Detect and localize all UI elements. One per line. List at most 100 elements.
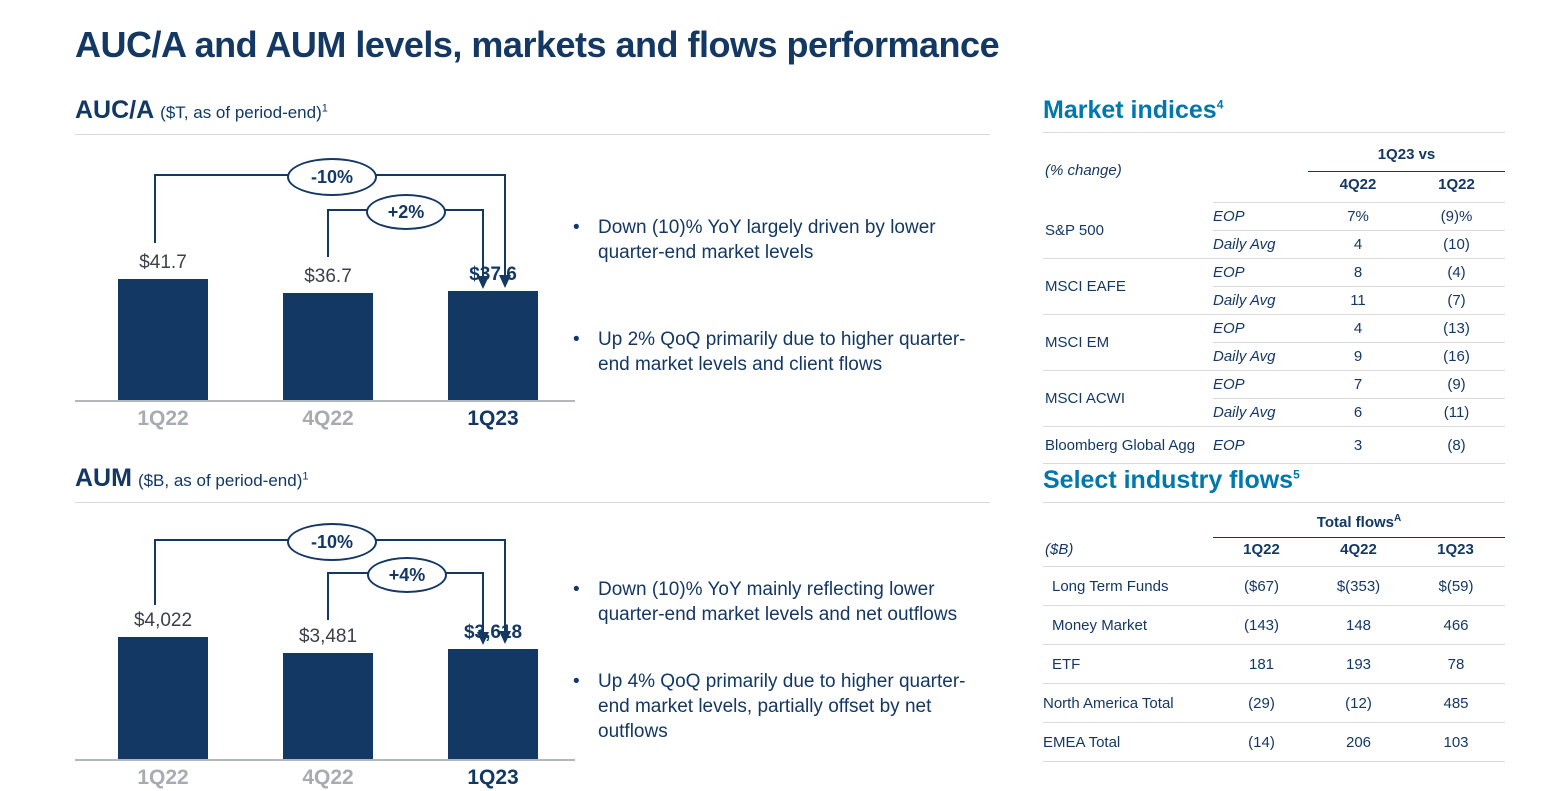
index-label: S&P 500 [1045, 221, 1104, 239]
x-label-1q22: 1Q22 [137, 766, 189, 789]
measure-label: EOP [1213, 376, 1245, 393]
value-1q22: (9)% [1440, 208, 1473, 225]
measure-label: EOP [1213, 436, 1245, 454]
value-1q22: 181 [1248, 655, 1275, 673]
value-4q22: $(353) [1336, 577, 1381, 595]
column-header-1q23: 1Q23 [1437, 541, 1474, 558]
subrow-eop: EOP 4 (13) [1213, 315, 1505, 342]
value-4q22: 7% [1347, 208, 1369, 225]
value-1q22: (16) [1443, 348, 1470, 365]
yoy-change-label: -10% [310, 166, 354, 187]
value-4q22: 11 [1350, 292, 1366, 309]
auca-bullet-1: • Down (10)% YoY largely driven by lower… [573, 215, 985, 265]
flow-category-label: Money Market [1052, 616, 1148, 634]
subrow-eop: EOP 8 (4) [1213, 259, 1505, 286]
index-label: MSCI EAFE [1045, 278, 1126, 295]
value-1q22: (8) [1447, 436, 1466, 454]
bar-4q22 [283, 653, 373, 759]
x-label-4q22: 4Q22 [302, 766, 354, 789]
table-row-long-term-funds: Long Term Funds ($67) $(353) $(59) [1043, 567, 1505, 606]
table-row-etf: ETF 181 193 78 [1043, 645, 1505, 684]
flow-category-label: Long Term Funds [1052, 577, 1169, 595]
table-row-msci-acwi: MSCI ACWI EOP 7 (9) Daily Avg 6 (11) [1043, 371, 1505, 427]
bullet-text: Up 4% QoQ primarily due to higher quarte… [598, 671, 966, 742]
bar-group-1q22: $4,022 [118, 610, 208, 759]
column-group-underline [1308, 171, 1505, 172]
x-label-1q23: 1Q23 [467, 766, 519, 789]
auca-heading-label: AUC/A [75, 96, 155, 124]
aum-section-heading: AUM ($B, as of period-end)1 [75, 464, 308, 493]
value-4q22: 9 [1353, 348, 1363, 365]
aum-bullet-1: • Down (10)% YoY mainly reflecting lower… [573, 577, 985, 627]
bullet-text: Down (10)% YoY largely driven by lower q… [598, 217, 936, 263]
index-label: MSCI EM [1045, 334, 1110, 351]
value-1q22: (29) [1248, 694, 1275, 712]
value-1q22: (10) [1443, 236, 1470, 253]
yoy-change-label: -10% [310, 531, 354, 552]
bar-group-4q22: $36.7 [283, 266, 373, 400]
index-label: MSCI ACWI [1045, 390, 1126, 407]
industry-flows-table-header: Total flowsA ($B) 1Q22 4Q22 1Q23 [1043, 508, 1505, 567]
value-1q23: 103 [1443, 733, 1469, 751]
x-label-1q23: 1Q23 [467, 407, 519, 430]
column-group-underline [1213, 537, 1505, 538]
yoy-change-badge: -10% [287, 523, 377, 561]
section-divider [75, 502, 990, 503]
bar-group-1q22: $41.7 [118, 252, 208, 400]
index-subrows: EOP 7% (9)% Daily Avg 4 (10) [1213, 202, 1505, 258]
index-subrows: EOP 7 (9) Daily Avg 6 (11) [1213, 371, 1505, 426]
industry-flows-table: Total flowsA ($B) 1Q22 4Q22 1Q23 Long Te… [1043, 508, 1505, 762]
qoq-change-badge: +2% [366, 194, 446, 230]
value-1q23: 466 [1443, 616, 1469, 634]
value-4q22: 148 [1345, 616, 1372, 634]
column-group-label: 1Q23 vs [1377, 146, 1436, 163]
measure-label: Daily Avg [1213, 404, 1276, 421]
value-1q22: (7) [1447, 292, 1466, 309]
qoq-change-badge: +4% [367, 557, 447, 593]
aum-bullet-2: • Up 4% QoQ primarily due to higher quar… [573, 669, 985, 744]
measure-label: Daily Avg [1213, 348, 1276, 365]
subrow-daily-avg: Daily Avg 9 (16) [1213, 342, 1505, 370]
value-1q23: 78 [1447, 655, 1465, 673]
auca-heading-subtitle: ($T, as of period-end) [160, 103, 322, 122]
value-4q22: 6 [1353, 404, 1363, 421]
bullet-marker: • [573, 217, 580, 238]
x-axis-line [75, 759, 575, 761]
measure-label: EOP [1213, 320, 1245, 337]
qoq-arrowhead-icon [477, 276, 489, 289]
qoq-change-label: +2% [387, 201, 425, 222]
auca-bar-chart: -10% +2% $41.7 $36.7 $37.6 1Q22 4Q22 1Q2… [75, 145, 575, 430]
bar-1q23 [448, 291, 538, 400]
aum-footnote-marker: 1 [302, 470, 309, 483]
section-divider [1043, 132, 1505, 133]
measure-label: Daily Avg [1213, 236, 1276, 253]
bar-value-label: $37.6 [469, 264, 517, 285]
table-row-money-market: Money Market (143) 148 466 [1043, 606, 1505, 645]
column-header-1q22: 1Q22 [1243, 541, 1280, 558]
total-flows-label: Total flows [1316, 514, 1394, 531]
value-4q22: 4 [1353, 320, 1363, 337]
subrow-eop: EOP 3 (8) [1213, 427, 1505, 463]
bullet-marker: • [573, 329, 580, 350]
yoy-arrowhead-icon [499, 631, 511, 644]
index-subrows: EOP 8 (4) Daily Avg 11 (7) [1213, 259, 1505, 314]
yoy-arrowhead-icon [499, 275, 511, 288]
bar-value-label: $3,618 [463, 622, 523, 643]
table-row-emea-total: EMEA Total (14) 206 103 [1043, 723, 1505, 762]
bar-group-1q23: $3,618 [448, 622, 538, 759]
table-row-bloomberg-global-agg: Bloomberg Global Agg EOP 3 (8) [1043, 427, 1505, 464]
value-4q22: 193 [1345, 655, 1372, 673]
bullet-marker: • [573, 671, 580, 692]
bar-value-label: $36.7 [304, 266, 352, 287]
value-1q22: (13) [1443, 320, 1470, 337]
auca-footnote-marker: 1 [321, 102, 328, 115]
subrow-daily-avg: Daily Avg 4 (10) [1213, 230, 1505, 258]
table-row-sp500: S&P 500 EOP 7% (9)% Daily Avg 4 (10) [1043, 202, 1505, 259]
subrow-daily-avg: Daily Avg 11 (7) [1213, 286, 1505, 314]
value-1q22: (14) [1248, 733, 1275, 751]
measure-label: EOP [1213, 208, 1245, 225]
column-group-label: Total flowsA [1213, 513, 1505, 531]
measure-label: EOP [1213, 264, 1245, 281]
unit-note: (% change) [1045, 162, 1122, 179]
column-header-4q22: 4Q22 [1340, 541, 1377, 558]
